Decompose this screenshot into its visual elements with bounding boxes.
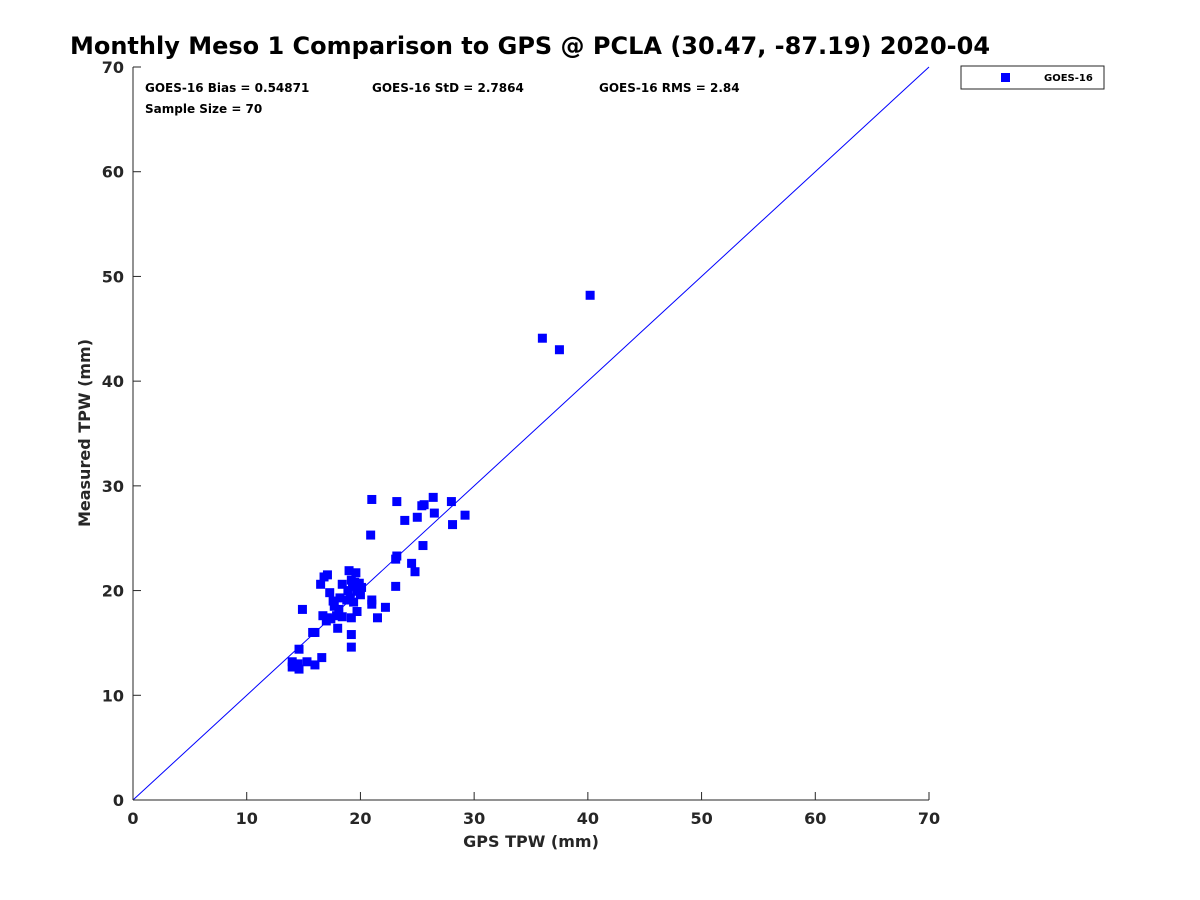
legend: GOES-16 <box>960 65 1105 90</box>
data-point <box>288 660 298 670</box>
x-axis-label: GPS TPW (mm) <box>463 832 599 851</box>
one-to-one-line <box>132 66 930 801</box>
data-point <box>328 596 338 606</box>
data-point <box>351 568 361 578</box>
data-point <box>347 581 357 591</box>
stats-annotations: GOES-16 Bias = 0.54871 GOES-16 StD = 2.7… <box>145 81 740 116</box>
data-point <box>337 579 347 589</box>
data-point <box>412 512 422 522</box>
data-point <box>349 597 359 607</box>
data-point <box>537 333 547 343</box>
bias-annotation: GOES-16 Bias = 0.54871 <box>145 81 309 95</box>
y-tick-label: 0 <box>113 791 124 810</box>
data-point <box>554 345 564 355</box>
data-point <box>391 581 401 591</box>
x-axis-ticks: 0 10 20 30 40 50 60 70 <box>127 792 940 828</box>
data-point <box>417 501 427 511</box>
rms-annotation: GOES-16 RMS = 2.84 <box>599 81 740 95</box>
data-points <box>287 290 595 674</box>
data-point <box>329 601 339 611</box>
data-point <box>352 607 362 617</box>
data-point <box>334 604 344 614</box>
data-point <box>326 614 336 624</box>
y-axis-label: Measured TPW (mm) <box>75 339 94 527</box>
data-point <box>294 664 304 674</box>
data-point <box>418 541 428 551</box>
data-point <box>366 530 376 540</box>
y-tick-label: 60 <box>102 163 124 182</box>
std-annotation: GOES-16 StD = 2.7864 <box>372 81 524 95</box>
data-point <box>294 644 304 654</box>
data-point <box>372 613 382 623</box>
y-tick-label: 10 <box>102 686 124 705</box>
legend-label: GOES-16 <box>1044 73 1093 84</box>
data-point <box>297 604 307 614</box>
x-tick-label: 50 <box>690 809 712 828</box>
x-tick-label: 60 <box>804 809 826 828</box>
data-point <box>335 593 345 603</box>
data-point <box>310 660 320 670</box>
data-point <box>321 616 331 626</box>
x-tick-label: 20 <box>349 809 371 828</box>
y-tick-label: 30 <box>102 477 124 496</box>
legend-box <box>960 65 1105 90</box>
y-tick-label: 70 <box>102 58 124 77</box>
data-point <box>337 612 347 622</box>
x-tick-label: 10 <box>236 809 258 828</box>
y-tick-label: 50 <box>102 267 124 286</box>
x-tick-label: 0 <box>127 809 138 828</box>
data-point <box>392 497 402 507</box>
data-point <box>428 492 438 502</box>
data-point <box>429 508 439 518</box>
sample-size-annotation: Sample Size = 70 <box>145 102 262 116</box>
data-point <box>391 554 401 564</box>
data-point <box>367 494 377 504</box>
data-point <box>318 611 328 621</box>
data-point <box>448 520 458 530</box>
data-point <box>342 595 352 605</box>
data-point <box>346 642 356 652</box>
data-point <box>344 566 354 576</box>
y-tick-label: 40 <box>102 372 124 391</box>
data-point <box>293 659 303 669</box>
y-tick-label: 20 <box>102 582 124 601</box>
plot-area: 0 10 20 30 40 50 60 70 0 10 20 30 40 50 60 70 <box>102 58 940 828</box>
data-point <box>357 582 367 592</box>
data-point <box>346 613 356 623</box>
data-point <box>346 630 356 640</box>
data-point <box>325 588 335 598</box>
data-point <box>316 579 326 589</box>
x-tick-label: 40 <box>577 809 599 828</box>
data-point <box>367 599 377 609</box>
data-point <box>400 515 410 525</box>
x-tick-label: 70 <box>918 809 940 828</box>
data-point <box>355 590 365 600</box>
chart-title: Monthly Meso 1 Comparison to GPS @ PCLA … <box>70 32 990 60</box>
data-point <box>460 510 470 520</box>
data-point <box>410 567 420 577</box>
data-point <box>446 497 456 507</box>
legend-marker <box>1001 73 1010 82</box>
data-point <box>380 602 390 612</box>
data-point <box>585 290 595 300</box>
data-point <box>407 558 417 568</box>
y-axis-ticks: 0 10 20 30 40 50 60 70 <box>102 58 141 810</box>
data-point <box>343 586 353 596</box>
data-point <box>332 611 342 621</box>
data-point <box>308 627 318 637</box>
x-tick-label: 30 <box>463 809 485 828</box>
data-point <box>319 572 329 582</box>
data-point <box>333 623 343 633</box>
data-point <box>317 653 327 663</box>
data-point <box>302 657 312 667</box>
